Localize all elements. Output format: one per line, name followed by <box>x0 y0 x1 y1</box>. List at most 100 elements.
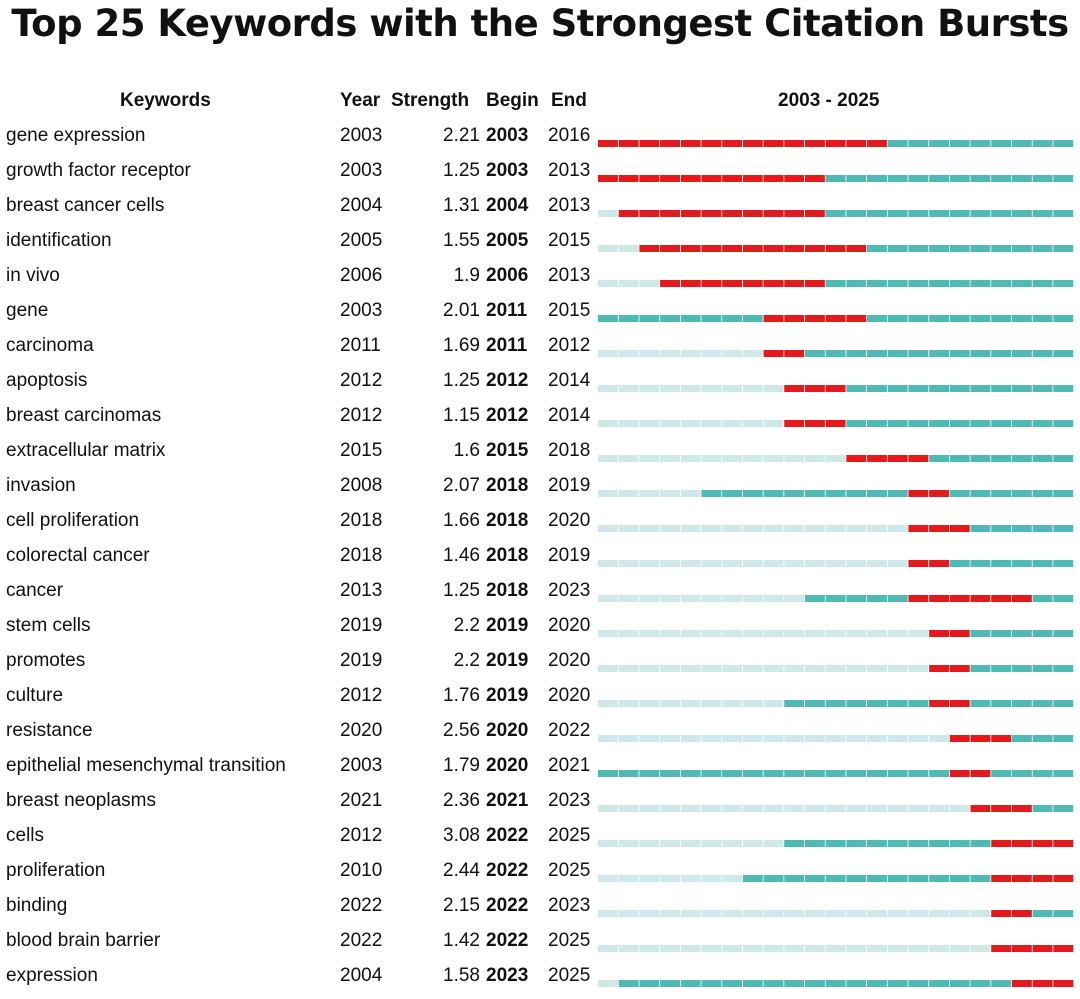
active-segment <box>867 700 887 707</box>
inactive-segment <box>598 280 618 287</box>
active-segment <box>908 245 929 252</box>
inactive-segment <box>660 840 680 847</box>
active-segment <box>825 280 846 287</box>
active-segment <box>949 560 970 567</box>
inactive-segment <box>701 630 722 637</box>
inactive-segment <box>742 665 763 672</box>
keyword-label: in vivo <box>6 265 60 286</box>
inactive-segment <box>825 560 846 567</box>
inactive-segment <box>618 350 639 357</box>
inactive-segment <box>660 455 680 462</box>
end-value: 2019 <box>548 545 591 566</box>
burst-timeline-svg <box>598 420 1074 427</box>
inactive-segment <box>618 700 639 707</box>
inactive-segment <box>949 945 970 952</box>
begin-value: 2005 <box>486 230 529 251</box>
active-segment <box>784 840 805 847</box>
begin-value: 2023 <box>486 965 529 986</box>
active-segment <box>1032 525 1053 532</box>
active-segment <box>887 980 908 987</box>
active-segment <box>1053 595 1074 602</box>
inactive-segment <box>763 525 784 532</box>
active-segment <box>908 840 929 847</box>
burst-segment <box>763 245 784 252</box>
inactive-segment <box>722 735 743 742</box>
active-segment <box>970 385 991 392</box>
keyword-label: cancer <box>6 580 64 601</box>
inactive-segment <box>598 805 618 812</box>
keyword-label: colorectal cancer <box>6 545 150 566</box>
burst-timeline <box>598 573 1074 608</box>
active-segment <box>1032 140 1053 147</box>
inactive-segment <box>701 350 722 357</box>
active-segment <box>970 245 991 252</box>
active-segment <box>742 980 763 987</box>
burst-segment <box>784 245 805 252</box>
year-value: 2003 <box>340 160 383 181</box>
active-segment <box>598 315 618 322</box>
year-value: 2003 <box>340 755 383 776</box>
strength-value: 2.15 <box>443 895 480 916</box>
burst-segment <box>929 665 950 672</box>
inactive-segment <box>701 665 722 672</box>
burst-segment <box>949 595 970 602</box>
inactive-segment <box>639 700 660 707</box>
active-segment <box>929 245 950 252</box>
active-segment <box>949 350 970 357</box>
inactive-segment <box>598 980 618 987</box>
active-segment <box>929 385 950 392</box>
burst-timeline-svg <box>598 595 1074 602</box>
active-segment <box>970 560 991 567</box>
burst-segment <box>991 875 1012 882</box>
active-segment <box>991 420 1012 427</box>
burst-segment <box>991 805 1012 812</box>
inactive-segment <box>784 630 805 637</box>
active-segment <box>867 280 887 287</box>
active-segment <box>804 700 825 707</box>
inactive-segment <box>598 525 618 532</box>
inactive-segment <box>742 455 763 462</box>
burst-timeline <box>598 958 1074 993</box>
burst-segment <box>722 280 743 287</box>
active-segment <box>929 840 950 847</box>
inactive-segment <box>908 805 929 812</box>
inactive-segment <box>970 910 991 917</box>
inactive-segment <box>680 420 701 427</box>
year-value: 2010 <box>340 860 383 881</box>
year-value: 2015 <box>340 440 383 461</box>
inactive-segment <box>784 595 805 602</box>
inactive-segment <box>639 280 660 287</box>
active-segment <box>1032 280 1053 287</box>
inactive-segment <box>639 840 660 847</box>
active-segment <box>1032 805 1053 812</box>
header-begin: Begin <box>486 90 539 111</box>
inactive-segment <box>722 385 743 392</box>
end-value: 2014 <box>548 405 591 426</box>
burst-segment <box>804 420 825 427</box>
active-segment <box>929 420 950 427</box>
burst-timeline <box>598 468 1074 503</box>
active-segment <box>784 875 805 882</box>
inactive-segment <box>804 665 825 672</box>
inactive-segment <box>680 700 701 707</box>
burst-segment <box>742 280 763 287</box>
burst-segment <box>970 805 991 812</box>
inactive-segment <box>598 630 618 637</box>
strength-value: 1.6 <box>453 440 480 461</box>
active-segment <box>846 595 867 602</box>
active-segment <box>929 210 950 217</box>
active-segment <box>1053 665 1074 672</box>
burst-timeline <box>598 258 1074 293</box>
inactive-segment <box>701 700 722 707</box>
burst-segment <box>722 140 743 147</box>
inactive-segment <box>618 525 639 532</box>
inactive-segment <box>722 840 743 847</box>
active-segment <box>867 315 887 322</box>
table-row: carcinoma 2011 1.69 2011 2012 <box>0 328 1080 363</box>
active-segment <box>867 175 887 182</box>
active-segment <box>970 980 991 987</box>
active-segment <box>1032 700 1053 707</box>
burst-segment <box>660 280 680 287</box>
burst-segment <box>804 315 825 322</box>
active-segment <box>1053 315 1074 322</box>
